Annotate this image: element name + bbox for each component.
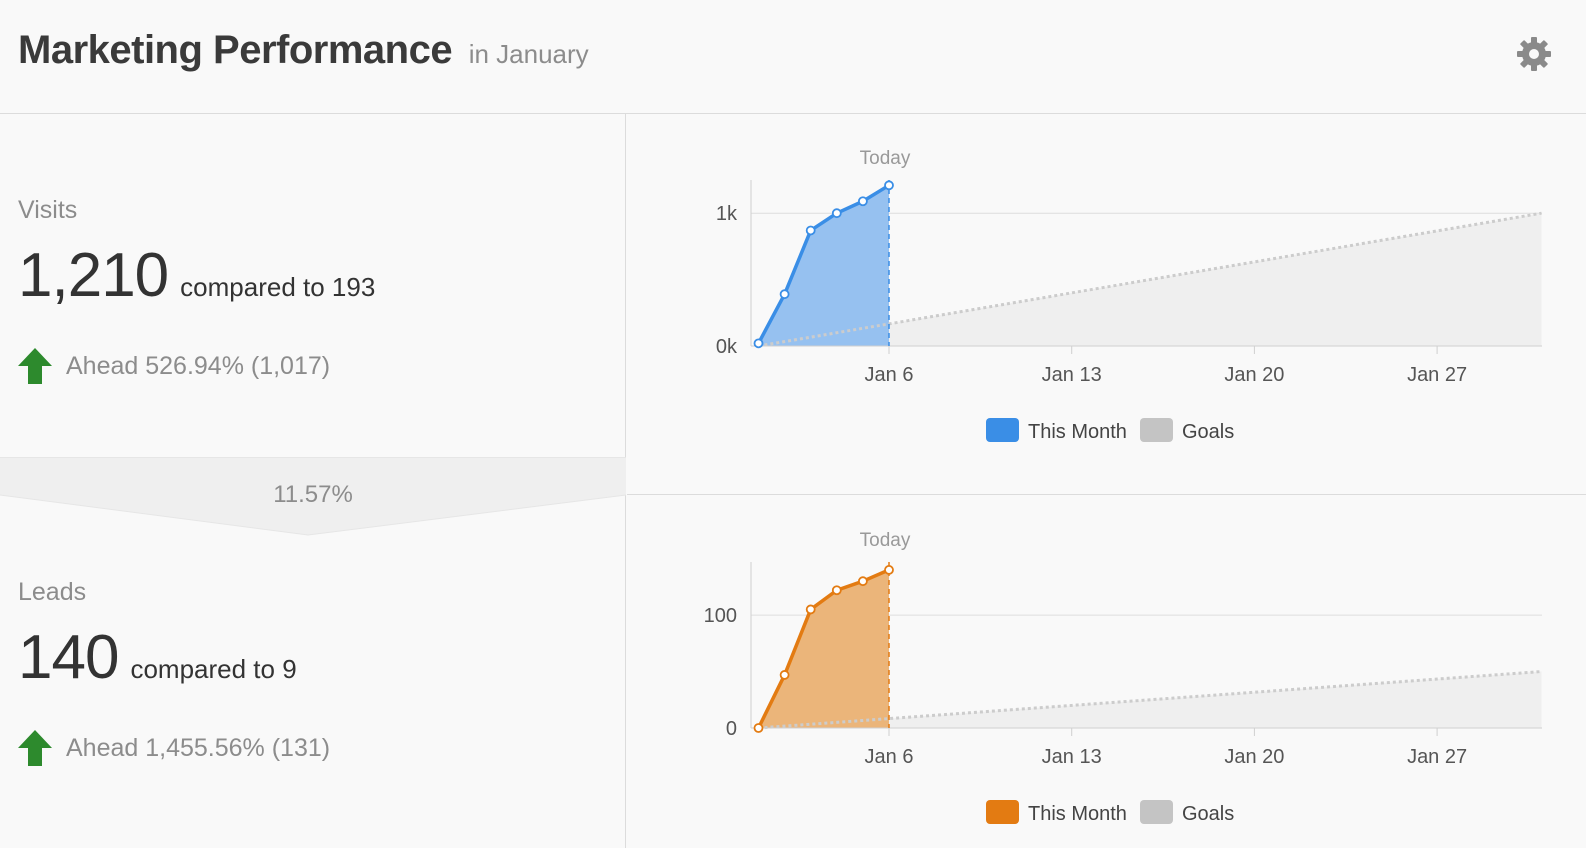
- visits-data-point[interactable]: [857, 196, 868, 207]
- leads-legend-this-month-swatch[interactable]: [986, 800, 1019, 824]
- leads-data-point[interactable]: [753, 723, 764, 733]
- visits-legend-goals-label[interactable]: Goals: [1182, 421, 1234, 443]
- page-title: Marketing Performance in January: [18, 28, 589, 73]
- leads-x-tick-label: Jan 27: [1407, 746, 1467, 768]
- visits-status-text: Ahead 526.94% (1,017): [66, 351, 331, 380]
- leads-compare: compared to 9: [130, 654, 297, 684]
- visits-this-month-line: [756, 183, 890, 345]
- visits-x-tick-label: Jan 13: [1042, 364, 1102, 386]
- leads-value-row: 140 compared to 9: [18, 622, 297, 693]
- leads-x-tick-label: Jan 20: [1224, 746, 1284, 768]
- leads-data-point[interactable]: [857, 576, 868, 587]
- page-title-text: Marketing Performance: [18, 28, 453, 72]
- leads-chart: 0 100 Today Jan 6 Jan 13 Jan 20 Jan 27 This Mon…: [704, 530, 1542, 825]
- visits-value: 1,210: [18, 241, 169, 310]
- visits-chart: 0k 1k Today Jan 6 Jan 13 Jan 20 Jan 27 This Mon…: [716, 148, 1542, 443]
- visits-data-point[interactable]: [831, 208, 842, 219]
- leads-legend-goals-swatch[interactable]: [1140, 800, 1173, 824]
- leads-y-tick-label: 0: [726, 718, 737, 740]
- visits-legend-this-month-swatch[interactable]: [986, 418, 1019, 442]
- visits-y-tick-label: 0k: [716, 336, 738, 358]
- conversion-rate: 11.57%: [273, 481, 353, 508]
- leads-data-point[interactable]: [831, 585, 842, 596]
- visits-this-month-area: [758, 185, 889, 346]
- visits-data-point[interactable]: [884, 180, 894, 191]
- visits-today-label: Today: [860, 148, 911, 169]
- visits-data-point[interactable]: [753, 338, 764, 349]
- visits-compare: compared to 193: [180, 272, 376, 302]
- visits-y-tick-label: 1k: [716, 203, 738, 225]
- visits-x-tick-label: Jan 20: [1224, 364, 1284, 386]
- visits-chart-panel: 0k 1k Today Jan 6 Jan 13 Jan 20 Jan 27 This Mon…: [627, 114, 1586, 495]
- leads-status: Ahead 1,455.56% (131): [18, 730, 330, 766]
- visits-data-point[interactable]: [805, 225, 816, 236]
- leads-data-point[interactable]: [779, 670, 790, 680]
- arrow-up-icon: [18, 730, 52, 766]
- leads-legend-goals-label[interactable]: Goals: [1182, 803, 1234, 825]
- visits-legend-this-month-label[interactable]: This Month: [1028, 421, 1127, 443]
- visits-label: Visits: [18, 196, 78, 224]
- leads-y-tick-label: 100: [704, 605, 737, 627]
- visits-goal-line: [758, 211, 1542, 348]
- leads-this-month-area: [758, 569, 889, 728]
- visits-legend-goals-swatch[interactable]: [1140, 418, 1173, 442]
- visits-data-point[interactable]: [779, 289, 790, 300]
- leads-chart-panel: 0 100 Today Jan 6 Jan 13 Jan 20 Jan 27 This Mon…: [627, 496, 1586, 848]
- leads-legend-this-month-label[interactable]: This Month: [1028, 803, 1127, 825]
- leads-label-wrap: Leads: [18, 578, 86, 607]
- conversion-funnel: [0, 457, 626, 536]
- gear-icon[interactable]: [1516, 36, 1552, 72]
- leads-goal-line: [758, 670, 1542, 730]
- leads-x-tick-label: Jan 6: [865, 746, 914, 768]
- visits-status: Ahead 526.94% (1,017): [18, 348, 330, 384]
- arrow-up-icon: [18, 348, 52, 384]
- page-subtitle: in January: [468, 39, 589, 69]
- leads-data-point[interactable]: [805, 604, 816, 615]
- leads-label: Leads: [18, 578, 87, 606]
- leads-x-tick-label: Jan 13: [1042, 746, 1102, 768]
- leads-value: 140: [18, 623, 119, 692]
- visits-label-wrap: Visits: [18, 196, 77, 225]
- visits-value-row: 1,210 compared to 193: [18, 240, 375, 311]
- header: Marketing Performance in January: [0, 0, 1586, 114]
- visits-x-tick-label: Jan 6: [865, 364, 914, 386]
- leads-data-point[interactable]: [884, 565, 894, 575]
- leads-today-label: Today: [860, 530, 911, 551]
- leads-status-text: Ahead 1,455.56% (131): [66, 733, 331, 762]
- visits-x-tick-label: Jan 27: [1407, 364, 1467, 386]
